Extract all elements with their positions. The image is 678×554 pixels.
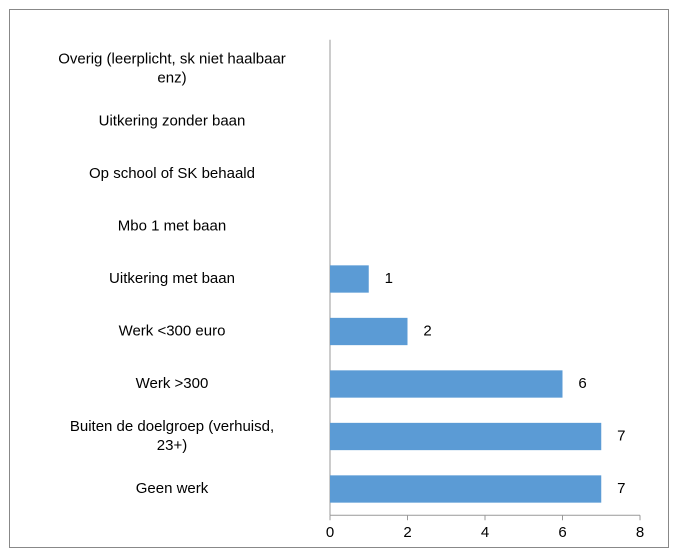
y-tick-label: Werk >300 — [136, 375, 209, 392]
y-tick-label: Werk <300 euro — [119, 322, 226, 339]
data-label: 6 — [578, 375, 586, 392]
bar — [330, 317, 408, 346]
data-label: 7 — [617, 480, 625, 497]
x-tick-label: 0 — [326, 524, 334, 541]
bar — [330, 422, 602, 451]
data-label: 1 — [385, 270, 393, 287]
y-tick-label: Op school of SK behaald — [89, 165, 255, 182]
x-tick-label: 6 — [558, 524, 566, 541]
y-tick-label: Mbo 1 met baan — [118, 217, 226, 234]
y-tick-label: Uitkering met baan — [109, 270, 235, 287]
y-tick-label: Overig (leerplicht, sk niet haalbaar enz) — [58, 50, 286, 86]
bar — [330, 265, 369, 293]
bar — [330, 370, 563, 398]
bar — [330, 475, 602, 503]
data-label: 7 — [617, 427, 625, 444]
x-tick-label: 4 — [481, 524, 489, 541]
y-tick-label: Uitkering zonder baan — [99, 112, 246, 129]
y-tick-label: Geen werk — [136, 480, 209, 497]
x-tick-label: 8 — [636, 524, 644, 541]
data-label: 2 — [423, 322, 431, 339]
y-tick-label: Buiten de doelgroep (verhuisd, 23+) — [70, 418, 274, 454]
x-tick-label: 2 — [403, 524, 411, 541]
